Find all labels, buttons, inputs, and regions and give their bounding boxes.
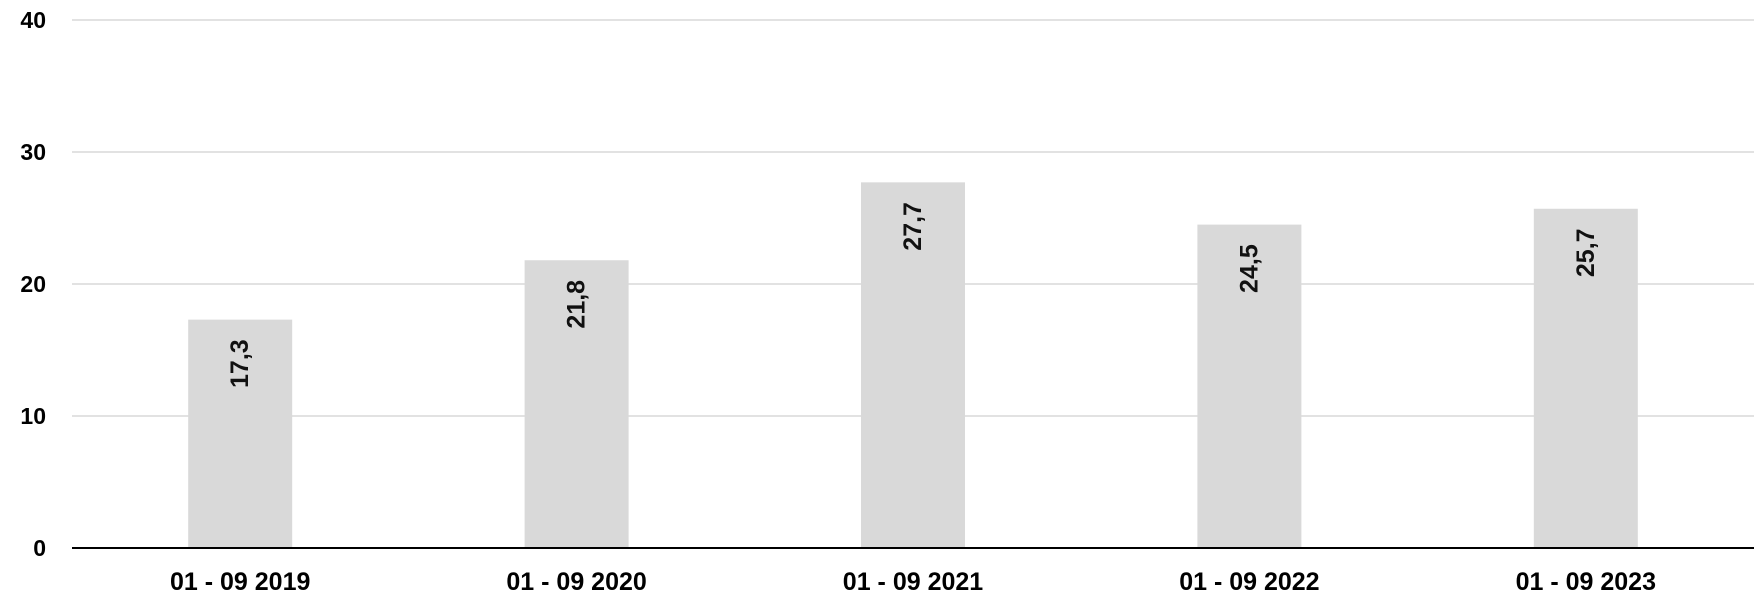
bar <box>188 319 293 548</box>
y-tick-label: 40 <box>20 7 46 33</box>
y-tick-label: 20 <box>20 271 46 297</box>
x-tick-label: 01 - 09 2023 <box>1516 568 1656 596</box>
x-tick-label: 01 - 09 2021 <box>843 568 983 596</box>
x-axis-category-labels: 01 - 09 2019 01 - 09 2020 01 - 09 2021 01 -… <box>170 568 1656 596</box>
data-label: 24,5 <box>1235 244 1263 293</box>
y-axis-tick-labels: 0 10 20 30 40 <box>20 7 46 561</box>
data-label: 17,3 <box>226 339 254 388</box>
y-tick-label: 10 <box>20 403 46 429</box>
y-tick-label: 0 <box>33 535 46 561</box>
bar <box>861 182 965 549</box>
data-label: 21,8 <box>563 280 591 329</box>
data-label: 27,7 <box>899 202 927 251</box>
bar <box>1533 208 1638 548</box>
data-labels: 17,3 21,8 27,7 24,5 25,7 <box>226 202 1600 388</box>
x-tick-label: 01 - 09 2022 <box>1179 568 1319 596</box>
bar <box>1197 224 1302 548</box>
data-label: 25,7 <box>1572 228 1600 277</box>
x-tick-label: 01 - 09 2019 <box>170 568 310 596</box>
y-tick-label: 30 <box>20 139 46 165</box>
x-tick-label: 01 - 09 2020 <box>506 568 646 596</box>
bar <box>524 260 629 548</box>
bars <box>188 182 1638 549</box>
